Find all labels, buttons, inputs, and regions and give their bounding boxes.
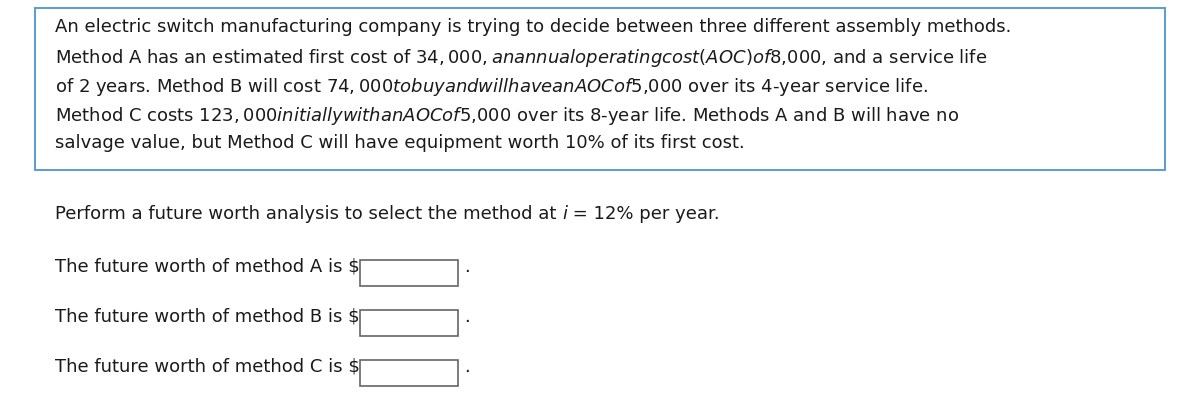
Bar <box>360 260 457 286</box>
Text: Perform a future worth analysis to select the method at: Perform a future worth analysis to selec… <box>55 205 562 223</box>
Text: of 2 years. Method B will cost $74,000 to buy and will have an AOC of $5,000 ove: of 2 years. Method B will cost $74,000 t… <box>55 76 928 98</box>
Text: salvage value, but Method C will have equipment worth 10% of its first cost.: salvage value, but Method C will have eq… <box>55 134 745 152</box>
Text: i: i <box>562 205 568 223</box>
Text: The future worth of method A is $: The future worth of method A is $ <box>55 258 360 276</box>
Text: Method C costs $123,000 initially with an AOC of $5,000 over its 8-year life. Me: Method C costs $123,000 initially with a… <box>55 105 959 127</box>
Text: An electric switch manufacturing company is trying to decide between three diffe: An electric switch manufacturing company… <box>55 18 1012 36</box>
Text: The future worth of method C is $: The future worth of method C is $ <box>55 358 360 376</box>
Text: Method A has an estimated first cost of $34,000, an annual operating cost (AOC) : Method A has an estimated first cost of … <box>55 47 988 69</box>
Text: = 12% per year.: = 12% per year. <box>568 205 720 223</box>
Text: .: . <box>463 308 469 326</box>
Text: The future worth of method B is $: The future worth of method B is $ <box>55 308 360 326</box>
Bar <box>360 360 458 386</box>
Text: .: . <box>464 358 469 376</box>
Bar <box>360 310 457 336</box>
Text: .: . <box>463 258 469 276</box>
